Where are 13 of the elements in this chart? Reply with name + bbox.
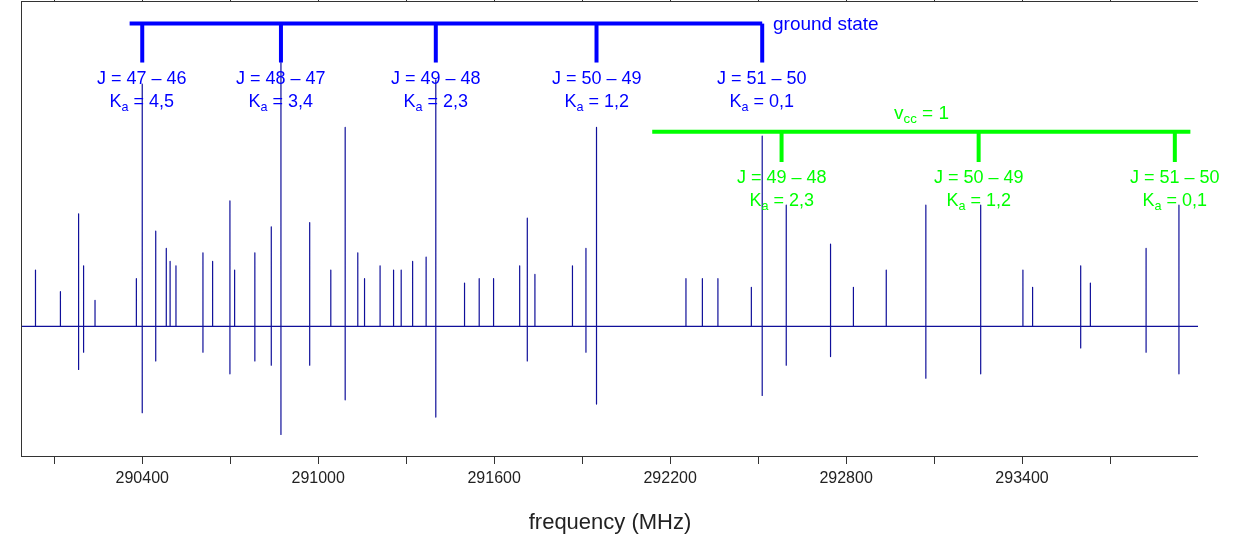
x-tick-label: 292200 bbox=[643, 469, 697, 487]
x-axis-title: frequency (MHz) bbox=[528, 509, 692, 535]
series-label: v$_{cc}$ = 1 bbox=[894, 102, 950, 126]
x-tick-label: 293400 bbox=[995, 469, 1049, 487]
x-tick-label: 291000 bbox=[291, 469, 345, 487]
x-tick-label: 290400 bbox=[115, 469, 170, 487]
annotation: J = 51 – 50 K$_{a}$ = 0,1 bbox=[1130, 167, 1220, 214]
x-tick-label: 292800 bbox=[819, 469, 873, 487]
series-label: ground state bbox=[773, 13, 879, 34]
x-tick-label: 291600 bbox=[467, 469, 521, 487]
annotation: J = 51 – 50 K$_{a}$ = 0,1 bbox=[717, 68, 807, 115]
annotation: J = 50 – 49 K$_{a}$ = 1,2 bbox=[934, 167, 1024, 214]
annotation: J = 50 – 49 K$_{a}$ = 1,2 bbox=[552, 68, 642, 115]
